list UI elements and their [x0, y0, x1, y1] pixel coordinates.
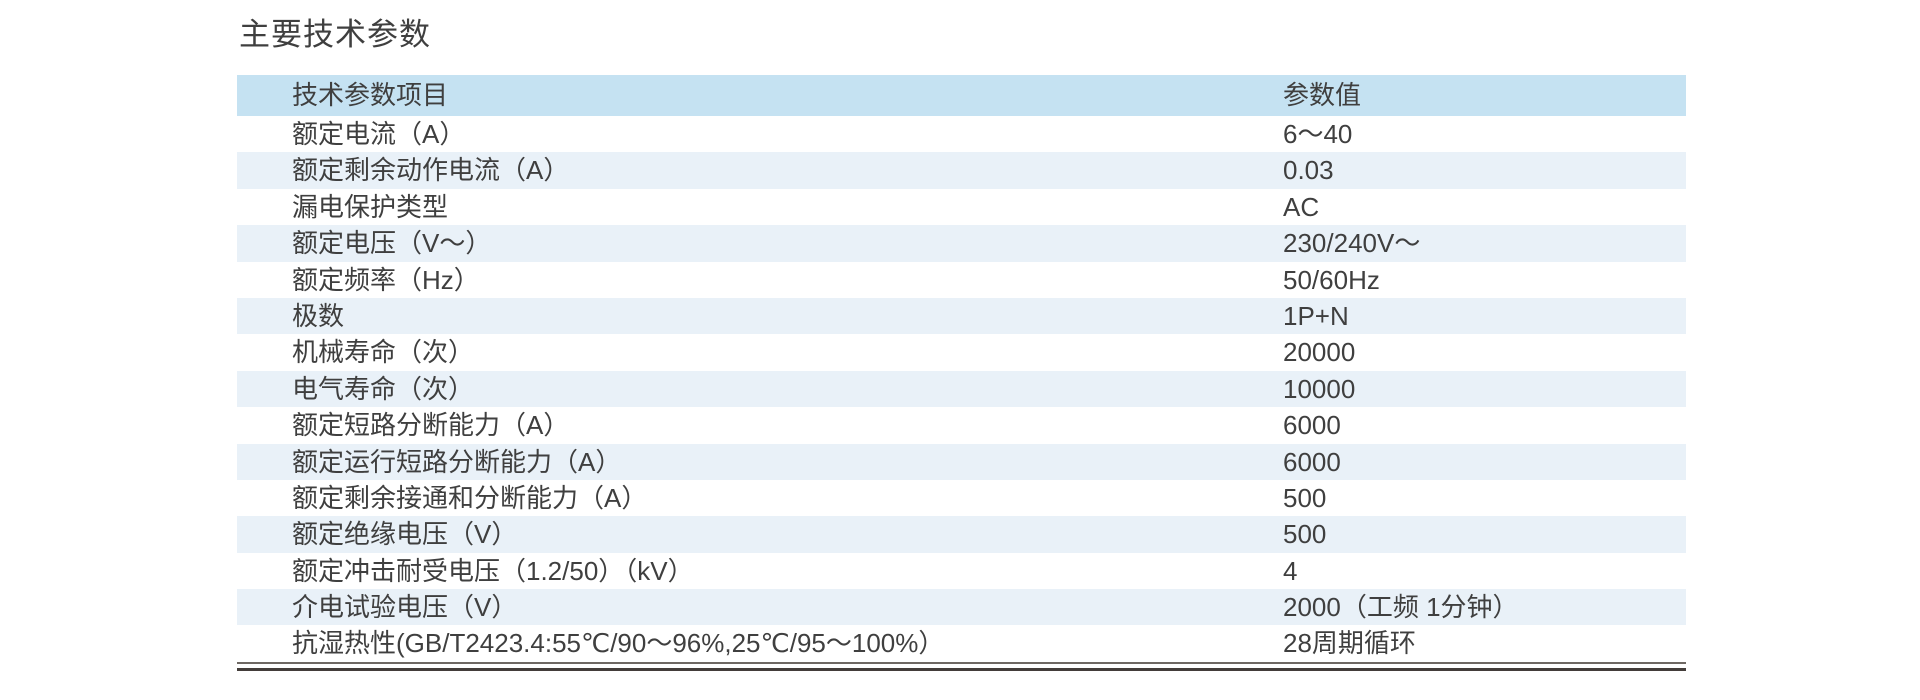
parameter-value: 500: [1283, 482, 1327, 513]
parameter-label: 额定剩余接通和分断能力（A）: [292, 482, 648, 513]
parameter-value: 230/240V～: [1283, 228, 1421, 259]
parameter-value: 6～40: [1283, 119, 1353, 149]
parameter-value: 500: [1283, 519, 1327, 550]
parameter-label: 额定电压（V～）: [292, 228, 492, 259]
parameter-value: 4: [1283, 555, 1298, 586]
parameter-label: 机械寿命（次）: [292, 337, 475, 368]
table-row: 额定短路分断能力（A） 6000: [237, 407, 1686, 444]
table-row: 额定电压（V～） 230/240V～: [237, 225, 1686, 262]
table-row: 额定剩余接通和分断能力（A） 500: [237, 479, 1686, 517]
parameter-value: 1P+N: [1283, 300, 1349, 331]
parameter-label: 额定冲击耐受电压（1.2/50）（kV）: [292, 555, 694, 586]
table-row: 电气寿命（次） 10000: [237, 370, 1686, 408]
parameter-label: 额定频率（Hz）: [292, 264, 480, 295]
page-title: 主要技术参数: [239, 17, 431, 52]
parameter-value: 0.03: [1283, 155, 1334, 186]
parameter-value: 20000: [1283, 337, 1356, 368]
parameter-label: 额定电流（A）: [292, 119, 466, 149]
table-row: 额定频率（Hz） 50/60Hz: [237, 261, 1686, 298]
table-row: 额定绝缘电压（V） 500: [237, 516, 1686, 553]
table-row: 极数 1P+N: [237, 297, 1686, 335]
parameter-label: 额定短路分断能力（A）: [292, 410, 570, 441]
parameter-label: 抗湿热性(GB/T2423.4:55℃/90～96%,25℃/95～100%）: [292, 628, 945, 659]
table-row: 机械寿命（次） 20000: [237, 334, 1686, 371]
parameter-value: 50/60Hz: [1283, 264, 1380, 295]
table-row: 额定冲击耐受电压（1.2/50）（kV） 4: [237, 552, 1686, 590]
parameter-value: 6000: [1283, 446, 1341, 477]
parameter-label: 极数: [292, 300, 345, 331]
parameter-value: 2000（工频 1分钟）: [1283, 592, 1519, 623]
table-row: 介电试验电压（V） 2000（工频 1分钟）: [237, 589, 1686, 626]
table-row: 漏电保护类型 AC: [237, 188, 1686, 226]
table-header-parameter-item: 技术参数项目: [292, 80, 449, 110]
table-row: 抗湿热性(GB/T2423.4:55℃/90～96%,25℃/95～100%） …: [237, 625, 1686, 662]
parameter-label: 漏电保护类型: [292, 191, 449, 222]
parameter-label: 额定剩余动作电流（A）: [292, 155, 570, 186]
table-bottom-double-rule: [237, 661, 1686, 671]
table-row: 额定电流（A） 6～40: [237, 116, 1686, 153]
parameter-label: 额定绝缘电压（V）: [292, 519, 518, 550]
parameter-label: 额定运行短路分断能力（A）: [292, 446, 622, 477]
table-row: 额定剩余动作电流（A） 0.03: [237, 152, 1686, 189]
table-row: 额定运行短路分断能力（A） 6000: [237, 443, 1686, 480]
parameter-label: 电气寿命（次）: [292, 373, 475, 404]
parameter-value: AC: [1283, 191, 1320, 222]
parameter-value: 10000: [1283, 373, 1356, 404]
table-header-parameter-value: 参数值: [1283, 80, 1362, 110]
parameter-value: 28周期循环: [1283, 628, 1416, 659]
table-header-row: 技术参数项目 参数值: [237, 75, 1686, 116]
table-body: 额定电流（A） 6～40 额定剩余动作电流（A） 0.03 漏电保护类型 AC …: [237, 116, 1686, 662]
parameter-label: 介电试验电压（V）: [292, 592, 518, 623]
parameter-value: 6000: [1283, 410, 1341, 441]
parameters-table: 技术参数项目 参数值 额定电流（A） 6～40 额定剩余动作电流（A） 0.03…: [237, 75, 1686, 671]
